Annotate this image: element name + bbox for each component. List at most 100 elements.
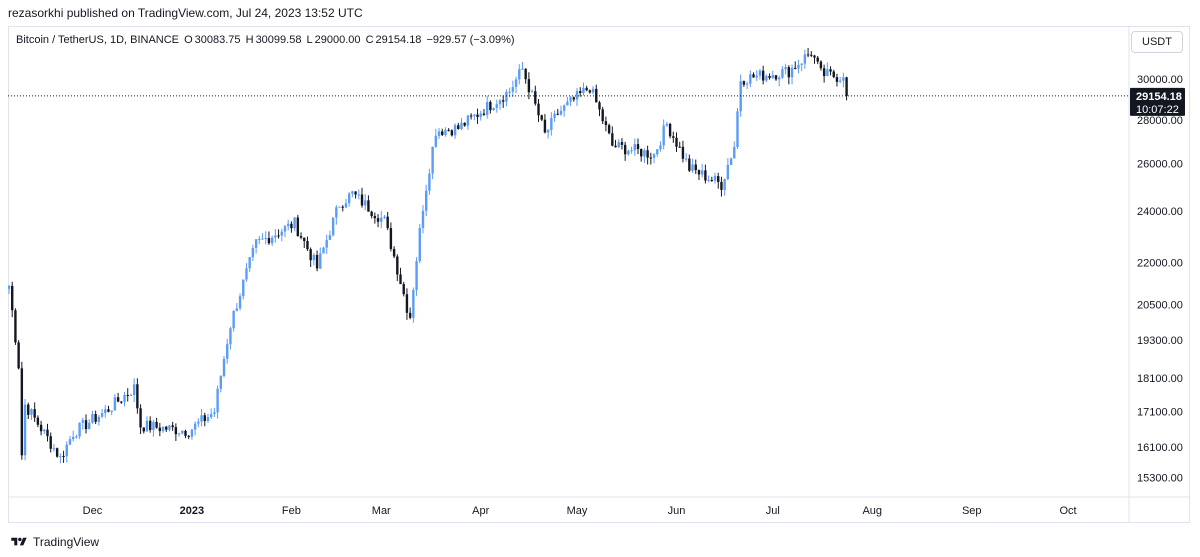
candle — [800, 63, 803, 72]
candle — [659, 141, 662, 152]
candle — [527, 72, 531, 100]
candle — [444, 127, 447, 137]
candle — [723, 178, 726, 196]
candle — [546, 129, 550, 139]
candle — [267, 231, 271, 245]
tradingview-brand[interactable]: TradingView — [33, 535, 100, 549]
candle — [450, 129, 454, 137]
close-label: C — [365, 34, 374, 46]
candle — [33, 402, 36, 422]
candle-body — [331, 217, 335, 236]
candle-body — [466, 115, 470, 126]
currency-button[interactable]: USDT — [1131, 31, 1183, 53]
candle-body — [408, 312, 412, 318]
candlestick-chart[interactable]: 30000.00 28000.00 26000.00 24000.00 22000.00… — [8, 26, 1190, 523]
candle — [331, 217, 335, 237]
price-tick-label: 30000.00 — [1137, 74, 1183, 86]
candle-body — [640, 149, 643, 157]
candle-body — [17, 342, 20, 369]
candle-body — [203, 415, 206, 422]
candle-body — [280, 231, 283, 236]
candle — [521, 61, 524, 70]
candle-body — [694, 164, 697, 171]
candle — [136, 378, 139, 414]
candle — [23, 398, 27, 461]
candle — [630, 146, 633, 154]
candle-body — [319, 253, 322, 269]
candle-body — [656, 149, 659, 155]
candle — [351, 190, 354, 198]
candle — [14, 308, 17, 345]
candle — [335, 205, 338, 225]
candle-body — [110, 410, 113, 412]
candle-body — [242, 279, 245, 297]
candle — [424, 184, 428, 217]
candle — [88, 418, 91, 430]
candle-body — [373, 216, 377, 219]
candle — [328, 230, 332, 240]
candle — [832, 69, 835, 79]
tradingview-logo-icon[interactable] — [10, 536, 28, 548]
candle — [505, 89, 508, 107]
candle-body — [209, 413, 213, 418]
candle — [110, 410, 113, 416]
candle-body — [678, 146, 681, 148]
candle-body — [588, 90, 592, 93]
candle — [646, 145, 649, 165]
candle — [354, 191, 357, 199]
candle-body — [428, 173, 431, 191]
candle-body — [784, 67, 787, 70]
candle-body — [765, 76, 768, 81]
candle-body — [338, 206, 341, 208]
candle — [595, 84, 598, 103]
candle — [123, 391, 126, 407]
candle — [482, 109, 486, 116]
candle — [30, 408, 33, 420]
candle-body — [479, 113, 482, 118]
candle-body — [55, 448, 59, 457]
candle-body — [226, 344, 229, 359]
candle — [161, 426, 165, 433]
candle-body — [450, 130, 454, 136]
candle-body — [107, 409, 110, 412]
candle — [376, 214, 380, 228]
candle-body — [720, 181, 723, 190]
candle-body — [794, 67, 797, 69]
candle — [415, 257, 418, 296]
candle-body — [543, 119, 547, 133]
candle-body — [527, 79, 531, 93]
candle — [235, 302, 239, 312]
candle-body — [630, 150, 633, 152]
candle-body — [431, 146, 434, 174]
time-tick-label: Apr — [472, 505, 489, 517]
candle-body — [380, 217, 383, 222]
candle-body — [559, 110, 563, 115]
candle — [81, 417, 85, 430]
candle-body — [813, 55, 816, 58]
candle — [434, 128, 438, 148]
candle — [49, 432, 52, 453]
candle — [579, 87, 582, 97]
candle-body — [412, 290, 415, 318]
candle — [94, 410, 97, 425]
candle — [794, 61, 797, 70]
candle — [765, 74, 768, 83]
candle — [75, 434, 78, 439]
candle-body — [546, 129, 550, 133]
candle — [826, 62, 829, 77]
candle-body — [537, 103, 540, 116]
candle — [643, 148, 646, 164]
candle-body — [312, 254, 316, 261]
candle — [27, 402, 30, 420]
candle-body — [652, 154, 656, 158]
candle-body — [845, 77, 848, 96]
candle-body — [733, 146, 736, 159]
candle — [627, 149, 630, 156]
candle — [530, 89, 534, 93]
candle — [569, 95, 572, 107]
candle — [717, 172, 720, 189]
candle — [107, 405, 110, 413]
candle — [132, 378, 136, 403]
candle-body — [296, 217, 300, 237]
candle-body — [623, 144, 627, 155]
